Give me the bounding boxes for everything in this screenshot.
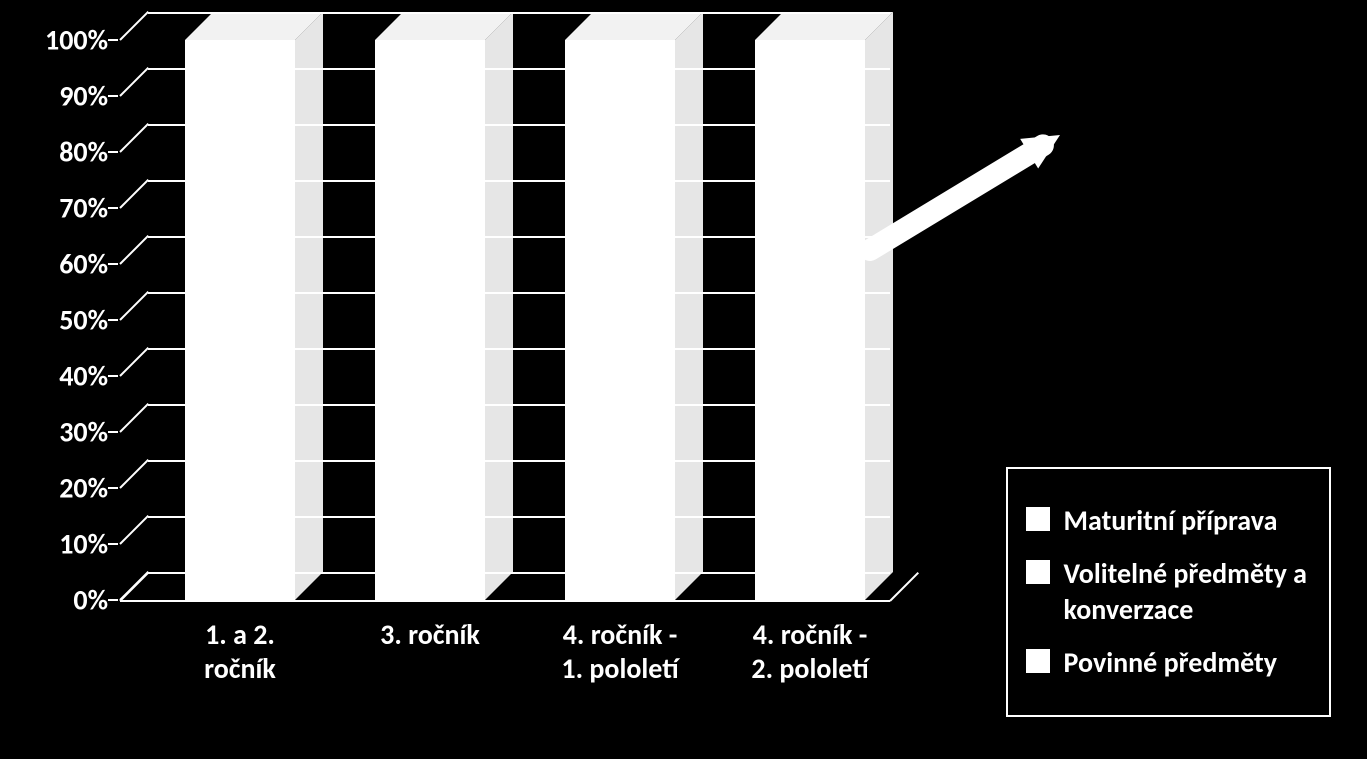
gridline	[148, 236, 890, 238]
y-tick-label: 50%	[59, 303, 108, 338]
y-tick-label: 100%	[45, 23, 108, 58]
legend-swatch	[1026, 560, 1050, 584]
bar-side	[295, 12, 323, 600]
y-tick-mark	[108, 375, 118, 377]
arrow-shaft	[870, 145, 1043, 250]
plot-area	[120, 40, 890, 600]
floor-front-line	[120, 600, 890, 602]
legend-item: Povinné předměty	[1026, 645, 1307, 681]
legend-item: Volitelné předměty a konverzace	[1026, 556, 1307, 629]
y-tick-label: 60%	[59, 247, 108, 282]
gridline	[148, 348, 890, 350]
legend-label: Volitelné předměty a konverzace	[1064, 556, 1307, 629]
y-tick-mark	[108, 207, 118, 209]
y-tick-label: 0%	[73, 583, 108, 618]
y-tick-mark	[108, 599, 118, 601]
gridline	[148, 12, 890, 14]
y-tick-mark	[108, 151, 118, 153]
gridline	[148, 180, 890, 182]
y-tick-mark	[108, 39, 118, 41]
y-tick-label: 80%	[59, 135, 108, 170]
y-tick-mark	[108, 487, 118, 489]
gridline	[148, 460, 890, 462]
legend-item: Maturitní příprava	[1026, 503, 1307, 539]
arrow-head	[1020, 135, 1060, 169]
gridline	[148, 124, 890, 126]
y-tick-label: 90%	[59, 79, 108, 114]
bar-side	[675, 12, 703, 600]
y-tick-label: 70%	[59, 191, 108, 226]
y-axis: 0%10%20%30%40%50%60%70%80%90%100%	[0, 40, 120, 600]
bar-side	[865, 12, 893, 600]
floor-right-edge	[889, 572, 918, 601]
legend-label: Povinné předměty	[1064, 645, 1277, 681]
x-tick-label: 4. ročník - 2. pololetí	[715, 618, 905, 685]
floor-back-line	[148, 572, 890, 574]
bar-side	[485, 12, 513, 600]
legend-swatch	[1026, 649, 1050, 673]
y-tick-mark	[108, 319, 118, 321]
gridline	[148, 68, 890, 70]
gridline	[148, 292, 890, 294]
x-tick-label: 4. ročník - 1. pololetí	[525, 618, 715, 685]
y-tick-label: 30%	[59, 415, 108, 450]
gridline	[148, 404, 890, 406]
gridline	[148, 516, 890, 518]
legend-label: Maturitní příprava	[1064, 503, 1278, 539]
legend: Maturitní příprava Volitelné předměty a k…	[1006, 467, 1331, 717]
x-tick-label: 3. ročník	[335, 618, 525, 652]
legend-swatch	[1026, 507, 1050, 531]
chart-container: 0% 10% 20% 30% 40% 50% 60% 70% 80% 90% 100% 1. a 2…	[0, 0, 1367, 759]
y-tick-mark	[108, 95, 118, 97]
y-tick-mark	[108, 263, 118, 265]
y-tick-label: 10%	[59, 527, 108, 562]
y-tick-mark	[108, 431, 118, 433]
x-tick-label: 1. a 2. ročník	[145, 618, 335, 685]
y-tick-label: 40%	[59, 359, 108, 394]
y-tick-label: 20%	[59, 471, 108, 506]
y-tick-mark	[108, 543, 118, 545]
gridline-depth-connector	[119, 11, 148, 40]
